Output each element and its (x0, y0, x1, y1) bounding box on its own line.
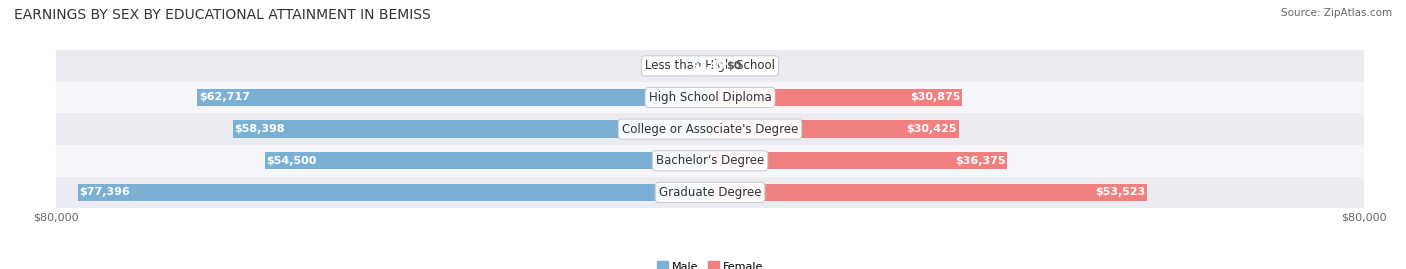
Bar (56, 145, 1364, 176)
Text: $54,500: $54,500 (266, 156, 316, 166)
Text: College or Associate's Degree: College or Associate's Degree (621, 123, 799, 136)
Text: Less than High School: Less than High School (645, 59, 775, 72)
Legend: Male, Female: Male, Female (652, 257, 768, 269)
Bar (56, 50, 1364, 82)
Bar (710, 184, 1147, 201)
Bar (710, 89, 962, 106)
Bar (710, 152, 1007, 169)
Text: $58,398: $58,398 (235, 124, 285, 134)
Text: $62,717: $62,717 (200, 93, 250, 102)
Text: Bachelor's Degree: Bachelor's Degree (657, 154, 763, 167)
Text: High School Diploma: High School Diploma (648, 91, 772, 104)
Text: $30,875: $30,875 (910, 93, 960, 102)
Text: $30,425: $30,425 (907, 124, 957, 134)
Text: Graduate Degree: Graduate Degree (659, 186, 761, 199)
Bar (233, 121, 710, 138)
Text: $77,396: $77,396 (79, 187, 129, 197)
Bar (264, 152, 710, 169)
Text: $2,499: $2,499 (690, 61, 734, 71)
Text: $53,523: $53,523 (1095, 187, 1146, 197)
Bar (710, 121, 959, 138)
Text: EARNINGS BY SEX BY EDUCATIONAL ATTAINMENT IN BEMISS: EARNINGS BY SEX BY EDUCATIONAL ATTAINMEN… (14, 8, 430, 22)
Text: $36,375: $36,375 (955, 156, 1005, 166)
Bar (689, 57, 710, 75)
Bar (77, 184, 710, 201)
Text: Source: ZipAtlas.com: Source: ZipAtlas.com (1281, 8, 1392, 18)
Text: $0: $0 (727, 61, 742, 71)
Bar (197, 89, 710, 106)
Bar (56, 113, 1364, 145)
Bar (56, 176, 1364, 208)
Bar (56, 82, 1364, 113)
